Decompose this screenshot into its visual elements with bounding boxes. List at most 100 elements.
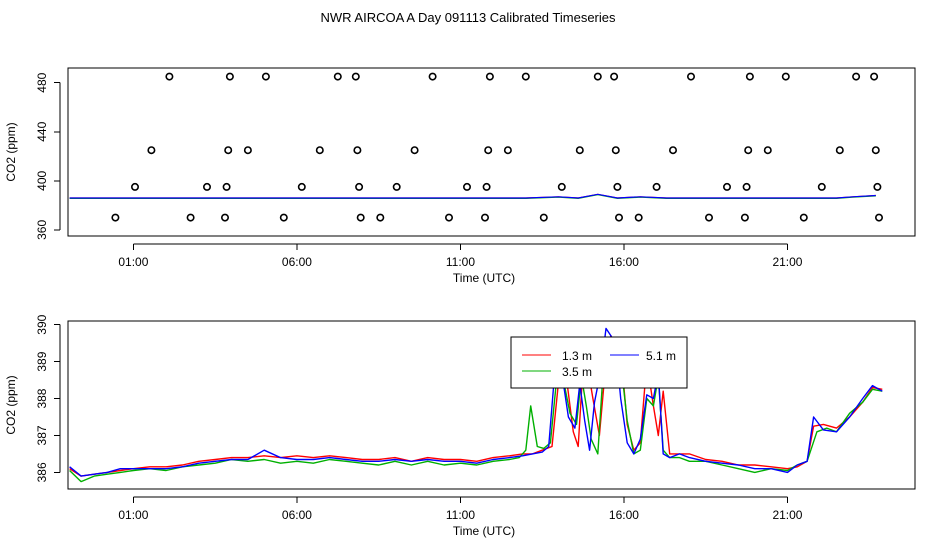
top-data-point xyxy=(575,146,584,155)
legend-box xyxy=(510,336,688,389)
bottom-x-tick-label: 06:00 xyxy=(282,508,312,522)
top-y-tick-label: 400 xyxy=(35,170,49,190)
bottom-y-tick-label: 390 xyxy=(35,314,49,334)
legend-label-5-1m: 5.1 m xyxy=(646,349,676,363)
top-data-point xyxy=(634,213,643,222)
top-x-tick-label: 01:00 xyxy=(118,255,148,269)
top-data-point xyxy=(410,146,419,155)
top-data-point xyxy=(111,213,120,222)
top-data-point xyxy=(356,213,365,222)
top-data-point xyxy=(428,72,437,81)
top-data-points xyxy=(69,72,883,222)
top-data-point xyxy=(221,213,230,222)
top-data-point xyxy=(333,72,342,81)
top-data-point xyxy=(351,72,360,81)
top-series-line-2 xyxy=(69,193,876,199)
top-x-tick-label: 16:00 xyxy=(609,255,639,269)
top-data-point xyxy=(745,72,754,81)
top-data-point xyxy=(557,182,566,191)
top-x-label: Time (UTC) xyxy=(453,271,515,285)
top-x-axis: 01:00 06:00 11:00 16:00 21:00 xyxy=(118,243,803,269)
top-data-point xyxy=(874,213,883,222)
top-data-point xyxy=(315,146,324,155)
legend-label-1-3m: 1.3 m xyxy=(562,349,592,363)
top-data-point xyxy=(297,182,306,191)
bottom-data-lines xyxy=(69,327,883,483)
top-data-point xyxy=(668,146,677,155)
top-data-point xyxy=(871,146,880,155)
top-data-point xyxy=(873,182,882,191)
top-data-point xyxy=(261,72,270,81)
top-data-point xyxy=(131,182,140,191)
top-data-point xyxy=(835,146,844,155)
top-panel: 01:00 06:00 11:00 16:00 21:00 360 400 440 480 T… xyxy=(4,67,916,285)
top-data-point xyxy=(870,72,879,81)
top-plot-frame xyxy=(67,67,916,237)
bottom-y-tick-label: 388 xyxy=(35,388,49,408)
top-data-point xyxy=(614,213,623,222)
top-data-point xyxy=(186,213,195,222)
top-y-axis: 360 400 440 480 xyxy=(35,72,61,240)
top-data-point xyxy=(353,146,362,155)
bottom-x-label: Time (UTC) xyxy=(453,524,515,538)
bottom-y-tick-label: 389 xyxy=(35,351,49,371)
top-data-point xyxy=(686,72,695,81)
top-data-point xyxy=(722,182,731,191)
top-x-tick-label: 11:00 xyxy=(446,255,475,269)
top-data-point xyxy=(613,182,622,191)
top-x-tick-label: 21:00 xyxy=(772,255,802,269)
legend-label-3-5m: 3.5 m xyxy=(562,365,592,379)
top-data-point xyxy=(203,182,212,191)
top-y-tick-label: 440 xyxy=(35,121,49,141)
top-data-point xyxy=(852,72,861,81)
bottom-x-tick-label: 01:00 xyxy=(118,508,148,522)
bottom-y-tick-label: 387 xyxy=(35,425,49,445)
top-data-point xyxy=(225,72,234,81)
bottom-y-axis: 386 387 388 389 390 xyxy=(35,314,61,482)
top-data-point xyxy=(799,213,808,222)
top-data-point xyxy=(704,213,713,222)
figure-title: NWR AIRCOA A Day 091113 Calibrated Times… xyxy=(320,10,616,25)
top-data-point xyxy=(539,213,548,222)
bottom-x-tick-label: 16:00 xyxy=(609,508,639,522)
top-data-point xyxy=(147,146,156,155)
top-data-point xyxy=(279,213,288,222)
bottom-plot-frame xyxy=(67,320,916,490)
top-data-point xyxy=(740,213,749,222)
top-data-point xyxy=(355,182,364,191)
bottom-x-axis: 01:00 06:00 11:00 16:00 21:00 xyxy=(118,496,803,522)
top-data-point xyxy=(781,72,790,81)
top-data-point xyxy=(611,146,620,155)
bottom-y-tick-label: 386 xyxy=(35,462,49,482)
bottom-x-tick-label: 11:00 xyxy=(446,508,475,522)
top-data-point xyxy=(392,182,401,191)
bottom-x-tick-label: 21:00 xyxy=(772,508,802,522)
top-data-point xyxy=(610,72,619,81)
top-data-point xyxy=(593,72,602,81)
top-data-point xyxy=(763,146,772,155)
bottom-series-line-1 xyxy=(69,338,883,483)
top-data-point xyxy=(503,146,512,155)
top-data-point xyxy=(222,182,231,191)
top-data-point xyxy=(485,72,494,81)
top-data-point xyxy=(484,146,493,155)
bottom-panel: 01:00 06:00 11:00 16:00 21:00 386 387 388 389 39… xyxy=(4,314,916,538)
top-y-label: CO2 (ppm) xyxy=(4,122,18,181)
top-y-tick-label: 360 xyxy=(35,220,49,240)
top-y-tick-label: 480 xyxy=(35,72,49,92)
top-data-point xyxy=(744,146,753,155)
top-data-point xyxy=(652,182,661,191)
top-data-point xyxy=(462,182,471,191)
top-data-point xyxy=(742,182,751,191)
top-data-point xyxy=(444,213,453,222)
top-data-point xyxy=(243,146,252,155)
top-data-point xyxy=(521,72,530,81)
top-data-point xyxy=(480,213,489,222)
bottom-series-line-2 xyxy=(69,327,883,477)
top-data-point xyxy=(165,72,174,81)
top-data-point xyxy=(482,182,491,191)
top-data-point xyxy=(817,182,826,191)
bottom-series-line-0 xyxy=(69,335,883,477)
top-data-point xyxy=(224,146,233,155)
